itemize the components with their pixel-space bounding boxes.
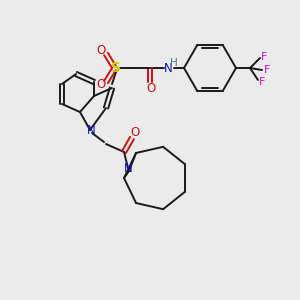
Text: H: H: [170, 58, 178, 68]
Text: N: N: [164, 61, 172, 74]
Text: F: F: [264, 65, 270, 75]
Text: F: F: [259, 77, 265, 87]
Text: N: N: [87, 124, 95, 137]
Text: O: O: [146, 82, 156, 95]
Text: O: O: [96, 44, 106, 58]
Text: F: F: [261, 52, 267, 62]
Text: O: O: [130, 127, 140, 140]
Text: S: S: [111, 61, 121, 75]
Text: N: N: [124, 163, 132, 176]
Text: O: O: [96, 79, 106, 92]
